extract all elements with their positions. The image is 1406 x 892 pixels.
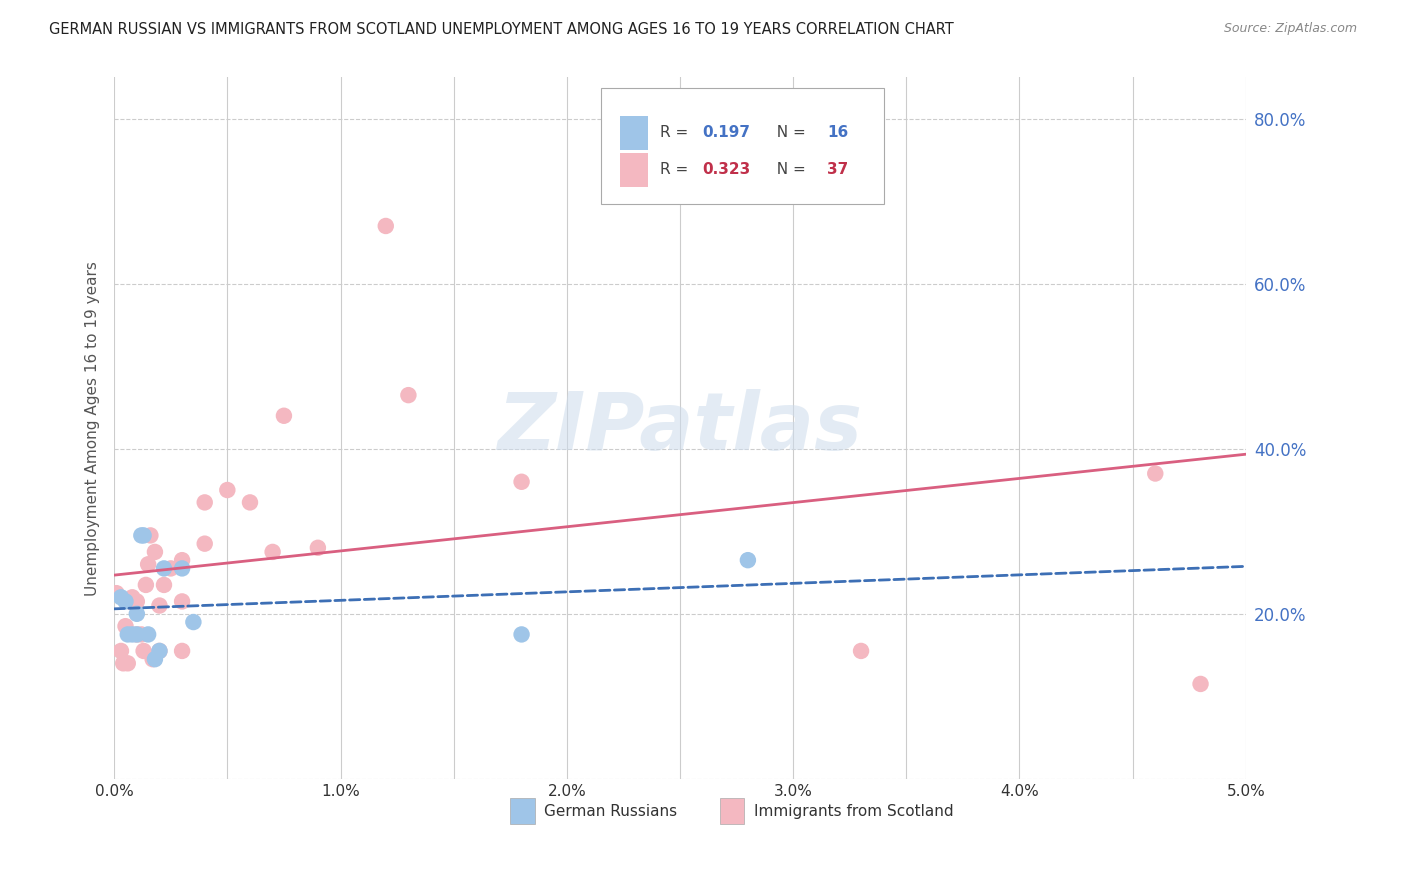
Point: [117, 627, 139, 641]
Point: [135, 578, 157, 592]
Point: [374, 219, 396, 233]
Text: N =: N =: [768, 162, 811, 178]
Point: [600, 124, 623, 138]
Point: [143, 652, 166, 666]
Point: [136, 627, 159, 641]
Point: [121, 627, 143, 641]
Text: R =: R =: [659, 125, 693, 140]
Point: [239, 495, 262, 509]
Point: [510, 627, 533, 641]
Point: [148, 644, 170, 658]
Point: [172, 561, 194, 575]
Y-axis label: Unemployment Among Ages 16 to 19 years: Unemployment Among Ages 16 to 19 years: [86, 260, 100, 596]
Text: German Russians: German Russians: [544, 804, 678, 819]
Point: [148, 599, 170, 613]
Bar: [620, 116, 648, 150]
Text: ZIPatlas: ZIPatlas: [498, 389, 862, 467]
Point: [510, 475, 533, 489]
Point: [172, 644, 194, 658]
Point: [153, 561, 176, 575]
Point: [737, 553, 759, 567]
Point: [131, 528, 153, 542]
Point: [105, 586, 128, 600]
Point: [1144, 467, 1167, 481]
Point: [112, 657, 135, 671]
Point: [136, 558, 159, 572]
Point: [132, 528, 155, 542]
Point: [194, 536, 217, 550]
Text: Immigrants from Scotland: Immigrants from Scotland: [754, 804, 953, 819]
Point: [125, 607, 148, 621]
Point: [396, 388, 419, 402]
Point: [183, 615, 205, 629]
Point: [148, 644, 170, 658]
Point: [217, 483, 239, 497]
Point: [114, 594, 136, 608]
Point: [110, 644, 132, 658]
Point: [262, 545, 284, 559]
Point: [142, 652, 165, 666]
Bar: [720, 797, 745, 824]
Point: [172, 553, 194, 567]
Text: 37: 37: [827, 162, 848, 178]
Point: [132, 644, 155, 658]
Point: [125, 627, 148, 641]
Text: 16: 16: [827, 125, 848, 140]
Text: 0.323: 0.323: [703, 162, 751, 178]
Point: [125, 627, 148, 641]
Text: Source: ZipAtlas.com: Source: ZipAtlas.com: [1223, 22, 1357, 36]
Point: [131, 627, 153, 641]
Point: [159, 561, 181, 575]
Text: 0.197: 0.197: [703, 125, 751, 140]
Text: N =: N =: [768, 125, 811, 140]
Bar: [620, 153, 648, 186]
Point: [307, 541, 329, 555]
Point: [153, 578, 176, 592]
Point: [118, 594, 141, 608]
Bar: [510, 797, 536, 824]
Point: [273, 409, 295, 423]
Point: [139, 528, 162, 542]
Text: GERMAN RUSSIAN VS IMMIGRANTS FROM SCOTLAND UNEMPLOYMENT AMONG AGES 16 TO 19 YEAR: GERMAN RUSSIAN VS IMMIGRANTS FROM SCOTLA…: [49, 22, 953, 37]
Text: R =: R =: [659, 162, 693, 178]
Point: [172, 594, 194, 608]
Point: [194, 495, 217, 509]
Point: [125, 594, 148, 608]
Point: [143, 545, 166, 559]
Point: [849, 644, 872, 658]
Point: [121, 591, 143, 605]
FancyBboxPatch shape: [600, 88, 884, 203]
Point: [110, 591, 132, 605]
Point: [114, 619, 136, 633]
Point: [1189, 677, 1212, 691]
Point: [117, 657, 139, 671]
